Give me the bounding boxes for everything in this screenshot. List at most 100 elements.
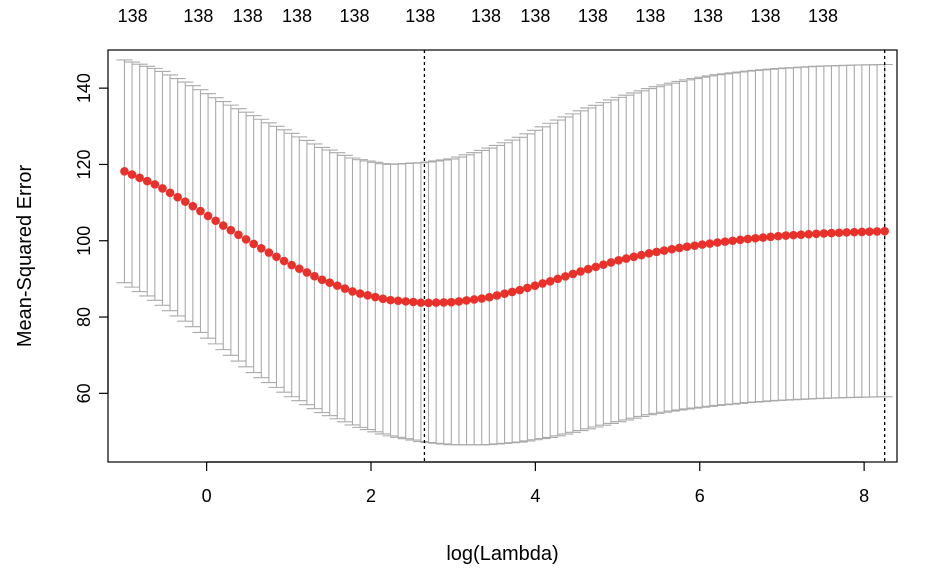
mse-point-73 [675, 243, 684, 253]
points-layer [120, 167, 889, 308]
mse-point-22 [287, 260, 296, 270]
mse-point-59 [568, 269, 578, 279]
mse-point-24 [302, 268, 312, 277]
mse-point-31 [355, 289, 365, 298]
mse-point-18 [256, 243, 266, 253]
mse-point-28 [333, 281, 342, 290]
errorbars-layer [116, 59, 893, 446]
x-tick-label-4: 8 [859, 486, 869, 506]
mse-point-97 [857, 227, 867, 237]
top-tick-label-5: 138 [405, 6, 435, 26]
mse-point-52 [515, 285, 525, 295]
mse-point-62 [591, 262, 601, 272]
mse-point-74 [682, 242, 692, 252]
mse-point-27 [325, 278, 335, 288]
mse-point-45 [462, 296, 471, 305]
mse-point-54 [530, 281, 540, 290]
mse-point-86 [773, 231, 783, 241]
y-axis: 60 80 100 120 140 [74, 73, 109, 403]
mse-point-11 [203, 211, 213, 221]
mse-point-65 [614, 256, 623, 265]
y-tick-label-2: 100 [74, 226, 94, 256]
top-tick-label-2: 138 [233, 6, 263, 26]
mse-point-35 [386, 295, 395, 305]
mse-point-75 [690, 241, 699, 250]
mse-point-76 [697, 240, 707, 249]
top-tick-label-1: 138 [183, 6, 213, 26]
top-tick-label-9: 138 [635, 6, 665, 26]
mse-point-94 [834, 228, 844, 238]
mse-point-80 [728, 236, 737, 246]
mse-point-100 [880, 226, 889, 236]
top-tick-label-11: 138 [750, 6, 780, 26]
x-tick-label-0: 0 [202, 486, 212, 506]
mse-point-99 [872, 227, 882, 236]
mse-point-6 [165, 188, 175, 198]
mse-point-37 [401, 297, 411, 306]
mse-point-38 [409, 297, 418, 307]
y-tick-label-4: 140 [74, 73, 94, 103]
y-tick-label-3: 120 [74, 149, 94, 179]
mse-point-44 [454, 297, 464, 306]
mse-point-8 [180, 197, 190, 206]
mse-point-53 [523, 283, 532, 293]
mse-point-14 [226, 225, 236, 235]
mse-point-91 [811, 229, 821, 239]
mse-point-43 [447, 297, 456, 307]
top-tick-label-12: 138 [808, 6, 838, 26]
mse-point-9 [188, 201, 198, 211]
top-tick-label-3: 138 [282, 6, 312, 26]
mse-point-63 [599, 260, 608, 269]
top-axis: 138 138 138 138 138 138 138 138 138 138 138 138 138 [118, 6, 838, 26]
mse-point-12 [211, 216, 220, 226]
mse-point-69 [644, 248, 654, 258]
mse-point-72 [667, 244, 677, 254]
mse-point-23 [294, 264, 304, 274]
mse-point-78 [713, 238, 722, 247]
mse-point-16 [241, 235, 251, 244]
mse-point-95 [842, 228, 851, 237]
mse-point-89 [796, 230, 806, 239]
mse-point-4 [150, 180, 160, 189]
mse-point-0 [120, 167, 129, 176]
mse-point-57 [553, 274, 563, 284]
mse-point-5 [158, 184, 167, 193]
mse-point-25 [310, 271, 319, 281]
mse-point-56 [545, 276, 555, 286]
mse-point-90 [804, 229, 813, 239]
y-tick-label-1: 80 [74, 307, 94, 327]
mse-point-41 [431, 298, 441, 307]
top-tick-label-8: 138 [578, 6, 608, 26]
mse-point-51 [507, 287, 517, 297]
mse-point-77 [705, 239, 715, 248]
y-tick-label-0: 60 [74, 383, 94, 403]
mse-point-61 [583, 264, 593, 274]
mse-point-84 [758, 233, 768, 242]
mse-point-87 [781, 231, 791, 240]
mse-point-42 [439, 298, 449, 307]
mse-point-10 [196, 206, 205, 216]
mse-point-36 [393, 296, 403, 306]
y-axis-label: Mean-Squared Error [14, 165, 36, 348]
mse-point-47 [477, 294, 487, 303]
mse-point-82 [743, 234, 753, 244]
mse-point-79 [720, 237, 730, 246]
mse-point-70 [652, 247, 661, 257]
mse-point-50 [500, 289, 509, 298]
mse-point-49 [492, 291, 502, 300]
top-tick-label-0: 138 [118, 6, 148, 26]
mse-point-19 [264, 248, 274, 257]
mse-point-20 [272, 252, 281, 262]
mse-point-64 [606, 258, 616, 267]
mse-point-67 [629, 252, 639, 262]
mse-point-55 [538, 279, 547, 288]
x-tick-label-2: 4 [530, 486, 540, 506]
mse-point-26 [317, 275, 327, 285]
mse-point-17 [249, 239, 258, 249]
mse-point-96 [849, 227, 859, 237]
top-tick-label-4: 138 [340, 6, 370, 26]
mse-point-93 [827, 228, 836, 238]
mse-point-30 [348, 287, 357, 296]
mse-point-3 [142, 176, 152, 186]
